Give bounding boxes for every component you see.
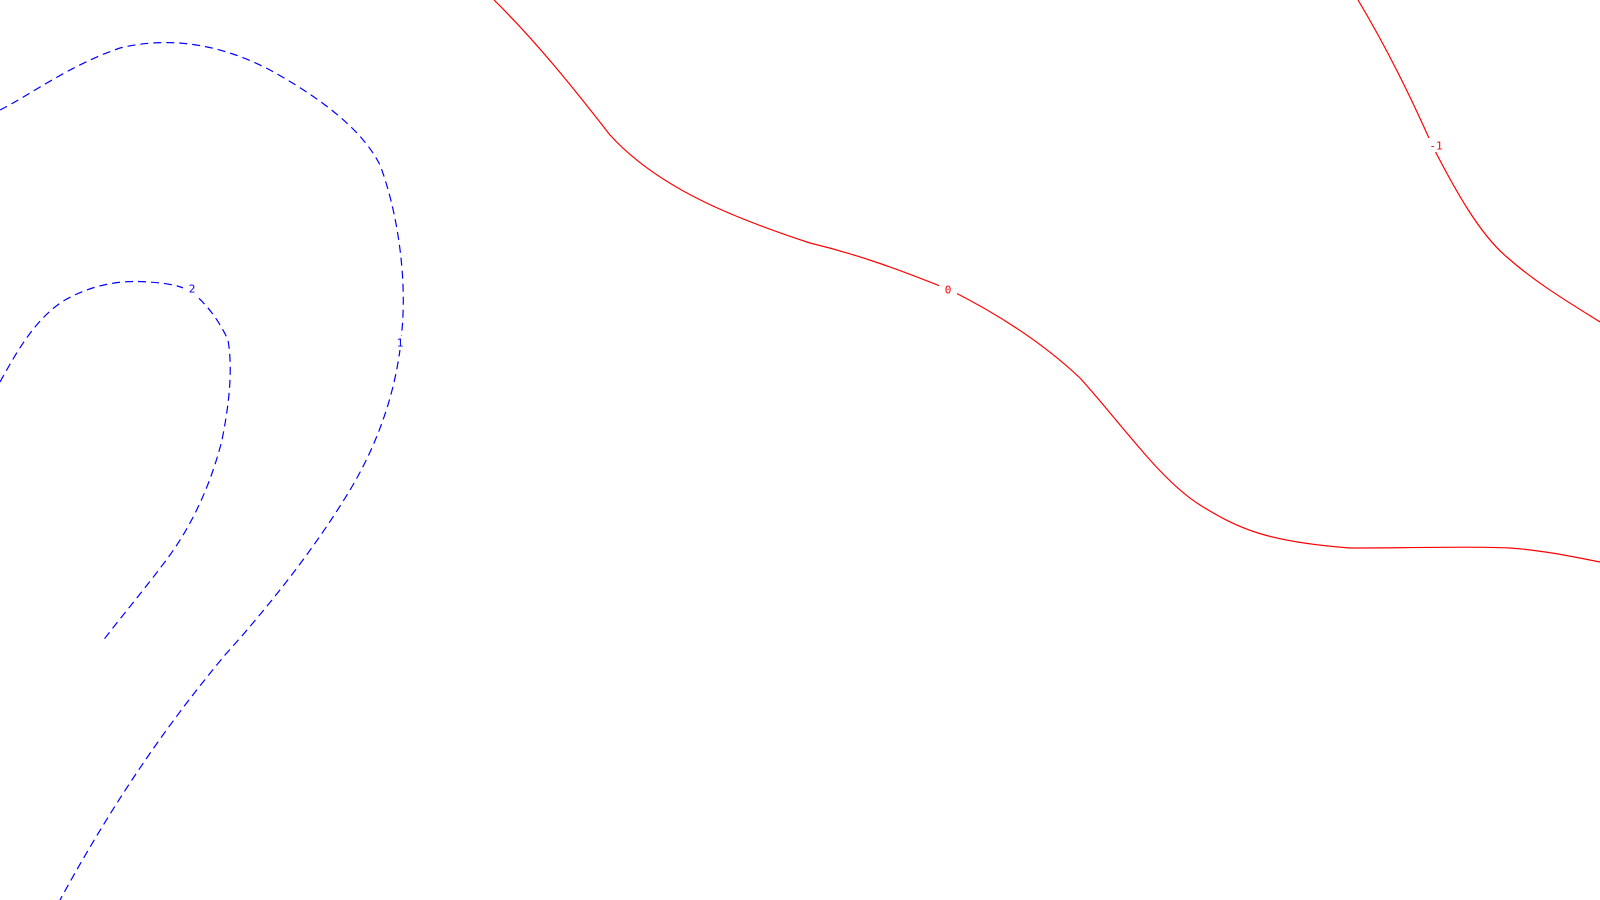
contour-label-level-1: 1 <box>397 337 404 350</box>
label-gap-level-1 <box>391 336 409 350</box>
contour-line-level-1 <box>0 41 404 900</box>
contour-line-level-0 <box>493 0 1600 563</box>
label-gap-level-0 <box>939 283 957 297</box>
contour-label-level-2: 2 <box>189 283 196 296</box>
contour-label-level-0: 0 <box>945 284 952 297</box>
label-gap-level-2 <box>183 282 201 296</box>
contour-label-level-neg1: -1 <box>1429 140 1442 153</box>
contour-line-level-neg1 <box>1357 0 1600 323</box>
contour-line-level-2 <box>0 280 231 643</box>
label-gap-level-neg1 <box>1424 138 1448 152</box>
